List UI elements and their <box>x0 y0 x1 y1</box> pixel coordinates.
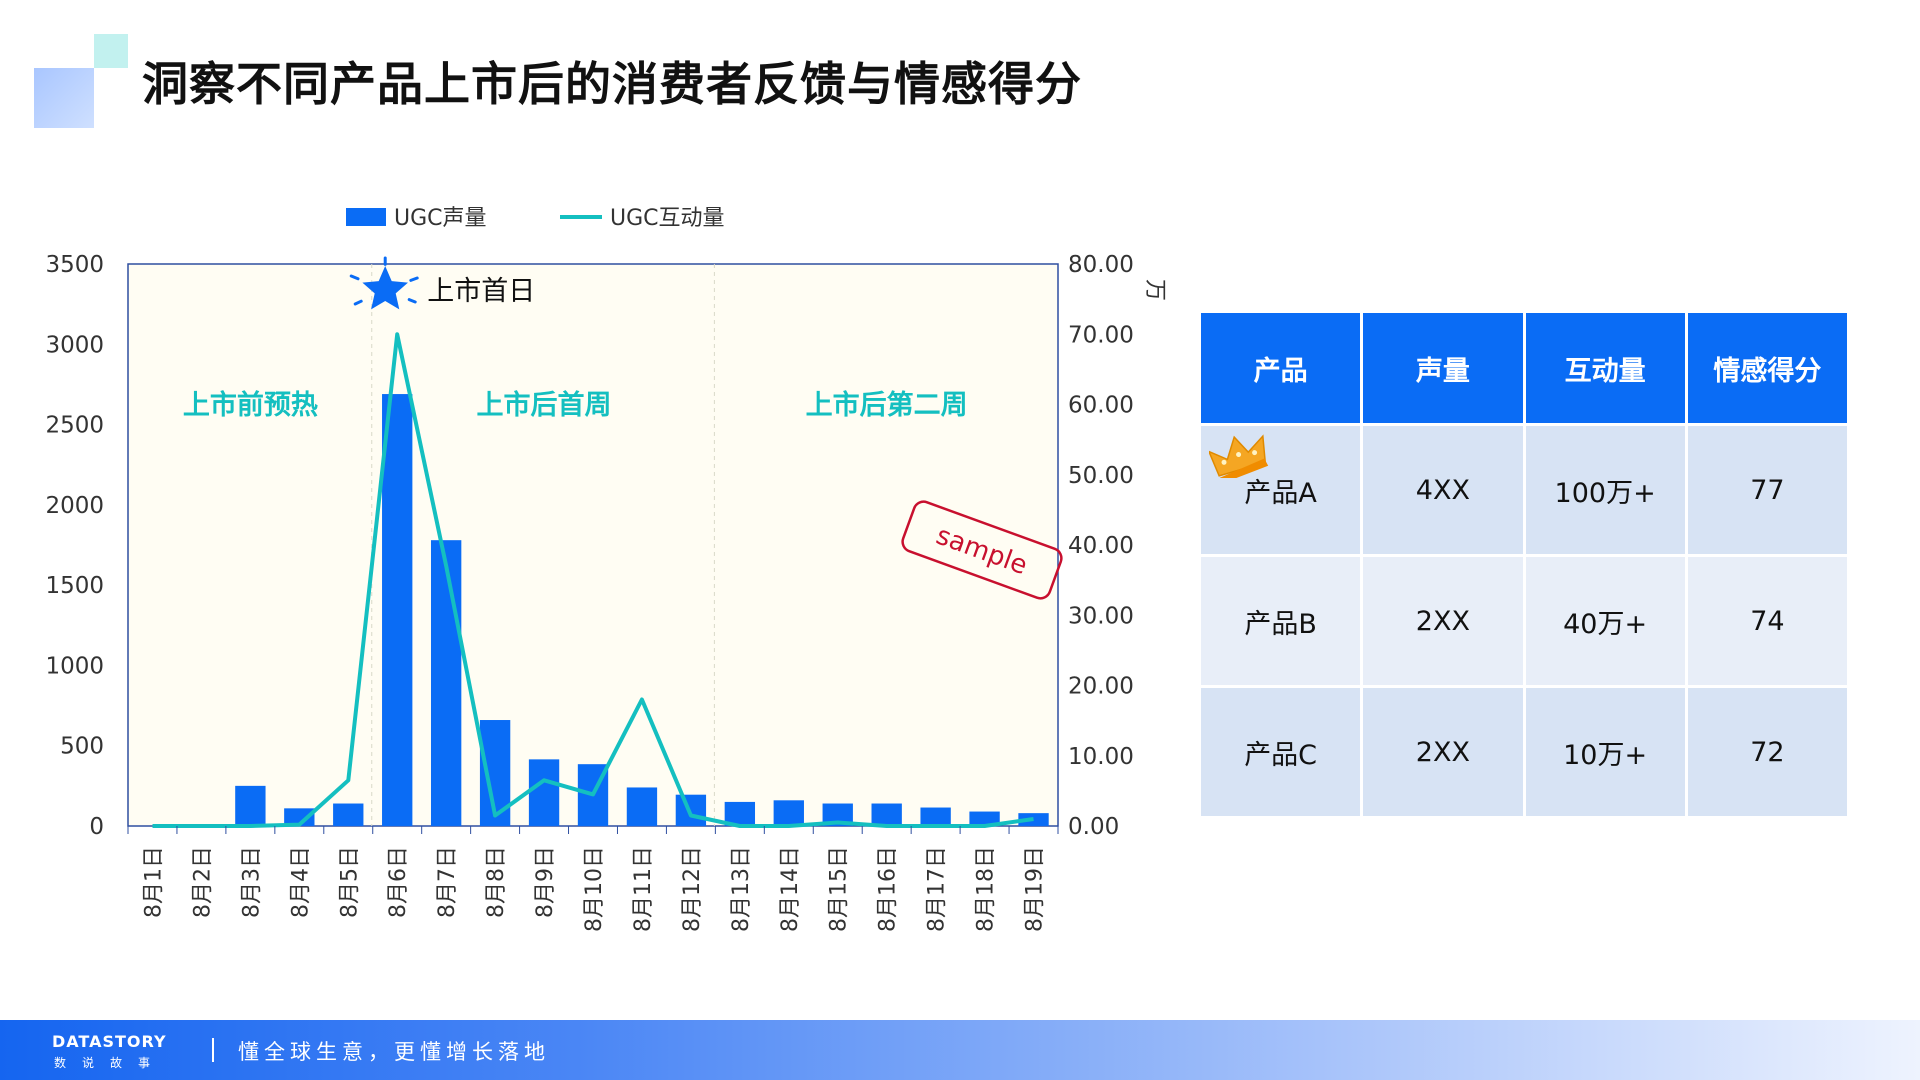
header-sentiment: 情感得分 <box>1687 313 1847 423</box>
y-tick-label: 0 <box>89 814 104 840</box>
cell-volume: 4XX <box>1363 426 1523 554</box>
cell-sentiment: 77 <box>1687 426 1847 554</box>
x-tick-label: 8月17日 <box>925 846 950 932</box>
x-tick-label: 8月18日 <box>974 846 999 932</box>
bar <box>284 808 315 826</box>
cell-product: 产品A <box>1201 426 1361 554</box>
y2-tick-label: 30.00 <box>1068 603 1134 629</box>
x-tick-label: 8月3日 <box>239 846 264 918</box>
bar <box>871 803 902 826</box>
y-tick-label: 1000 <box>45 653 104 679</box>
x-tick-label: 8月16日 <box>876 846 901 932</box>
bar <box>235 785 266 826</box>
launch-label: 上市首日 <box>427 276 535 307</box>
x-tick-label: 8月8日 <box>484 846 509 918</box>
x-tick-label: 8月15日 <box>827 846 852 932</box>
cell-engagement: 40万+ <box>1525 557 1685 685</box>
phase-label: 上市后首周 <box>477 389 612 421</box>
y-tick-label: 2500 <box>45 413 104 439</box>
bar <box>528 759 560 826</box>
legend-bar-swatch <box>346 208 386 226</box>
brand-logo: DATASTORY <box>52 1032 167 1051</box>
x-tick-label: 8月7日 <box>435 846 460 918</box>
x-tick-label: 8月11日 <box>631 846 656 932</box>
y2-tick-label: 40.00 <box>1068 533 1134 559</box>
legend-bar-label: UGC声量 <box>394 206 487 231</box>
bar <box>626 787 658 826</box>
cell-volume: 2XX <box>1363 557 1523 685</box>
y2-tick-label: 50.00 <box>1068 463 1134 489</box>
header-volume: 声量 <box>1363 313 1523 423</box>
launch-spark <box>409 276 419 282</box>
x-tick-label: 8月5日 <box>337 846 362 918</box>
footer-bar: DATASTORY 数说故事 懂全球生意，更懂增长落地 <box>0 1020 1920 1080</box>
x-tick-label: 8月4日 <box>288 846 313 918</box>
y2-tick-label: 0.00 <box>1068 814 1119 840</box>
phase-label: 上市前预热 <box>183 389 318 421</box>
footer-slogan: 懂全球生意，更懂增长落地 <box>238 1040 550 1064</box>
bar <box>382 394 413 826</box>
cell-volume: 2XX <box>1363 688 1523 816</box>
bar <box>675 794 707 826</box>
cell-engagement: 100万+ <box>1525 426 1685 554</box>
x-tick-label: 8月1日 <box>141 846 166 918</box>
x-tick-label: 8月6日 <box>386 846 411 918</box>
header-engagement: 互动量 <box>1525 313 1685 423</box>
y-tick-label: 3000 <box>45 332 104 358</box>
cell-sentiment: 74 <box>1687 557 1847 685</box>
legend-line-label: UGC互动量 <box>610 206 725 231</box>
bar <box>969 811 1000 826</box>
x-tick-label: 8月10日 <box>582 846 607 932</box>
product-table: 产品 声量 互动量 情感得分 产品A 4XX <box>1198 310 1850 819</box>
decor-square-blue <box>34 68 94 128</box>
launch-star-icon <box>362 266 408 310</box>
table-row: 产品C 2XX 10万+ 72 <box>1201 688 1847 816</box>
cell-product: 产品B <box>1201 557 1361 685</box>
x-tick-label: 8月2日 <box>190 846 215 918</box>
launch-spark <box>407 298 417 304</box>
cell-product: 产品C <box>1201 688 1361 816</box>
brand-subtitle: 数说故事 <box>54 1056 167 1070</box>
x-tick-label: 8月13日 <box>729 846 754 932</box>
launch-spark <box>353 299 363 306</box>
decor-square-teal <box>94 34 128 68</box>
ugc-chart: 0 500 1000 1500 2000 2500 3000 3500 0.00 10.00 20.… <box>45 206 1167 932</box>
x-tick-label: 8月12日 <box>680 846 705 932</box>
y2-tick-label: 60.00 <box>1068 393 1134 419</box>
crown-icon <box>1209 434 1269 478</box>
sample-stamp-border <box>901 500 1063 600</box>
y2-tick-label: 20.00 <box>1068 674 1134 700</box>
cell-engagement: 10万+ <box>1525 688 1685 816</box>
cell-sentiment: 72 <box>1687 688 1847 816</box>
y-tick-label: 2000 <box>45 493 104 519</box>
launch-spark <box>349 274 360 281</box>
plot-area <box>127 263 1059 827</box>
y-tick-label: 500 <box>60 734 104 760</box>
x-tick-label: 8月9日 <box>533 846 558 918</box>
y2-unit-label: 万 <box>1142 279 1167 301</box>
y2-tick-label: 80.00 <box>1068 252 1134 278</box>
table-row: 产品A 4XX 100万+ 77 <box>1201 426 1847 554</box>
y2-tick-label: 70.00 <box>1068 322 1134 348</box>
phase-label: 上市后第二周 <box>806 389 968 421</box>
x-tick-label: 8月14日 <box>778 846 803 932</box>
header-product: 产品 <box>1201 313 1361 423</box>
bar <box>333 803 364 826</box>
table-row: 产品B 2XX 40万+ 74 <box>1201 557 1847 685</box>
bar <box>773 800 804 826</box>
bar <box>430 540 462 826</box>
bar <box>822 803 853 826</box>
y2-tick-label: 10.00 <box>1068 744 1134 770</box>
y-tick-label: 3500 <box>45 252 104 278</box>
interaction-line <box>152 332 1034 828</box>
x-tick-label: 8月19日 <box>1023 846 1048 932</box>
product-a-label: 产品A <box>1244 477 1317 509</box>
bar <box>920 807 951 826</box>
table-header-row: 产品 声量 互动量 情感得分 <box>1201 313 1847 423</box>
y-tick-label: 1500 <box>45 573 104 599</box>
footer-divider <box>212 1038 214 1062</box>
page-title: 洞察不同产品上市后的消费者反馈与情感得分 <box>142 57 1082 111</box>
